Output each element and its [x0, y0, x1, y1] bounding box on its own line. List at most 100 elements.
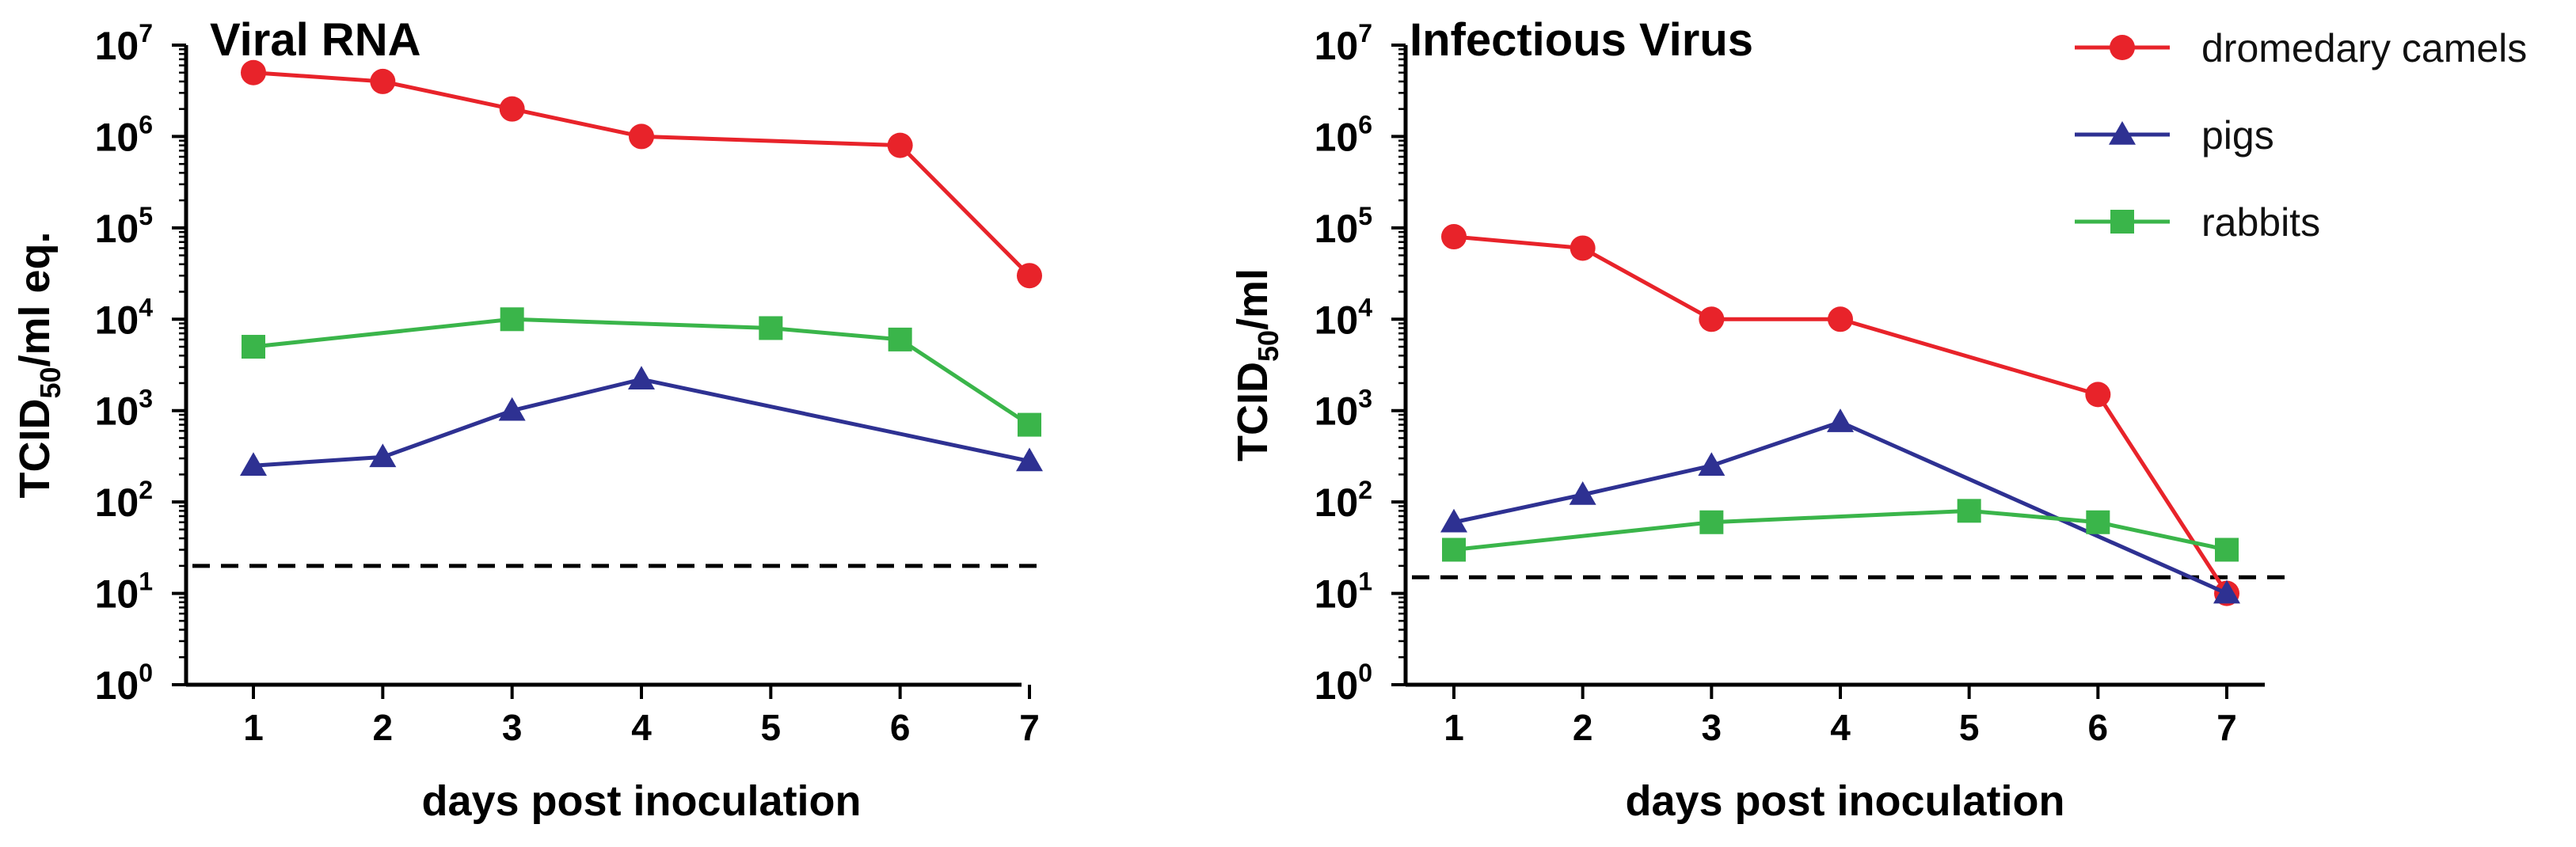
data-point [499, 96, 525, 122]
y-tick-label: 106 [1315, 110, 1372, 159]
series-dromedary-camels [241, 59, 1042, 289]
x-tick-label: 7 [2216, 707, 2237, 748]
legend-marker [2110, 210, 2134, 234]
legend: dromedary camels pigs rabbits [2075, 26, 2527, 245]
y-tick-base: 10 [95, 572, 139, 617]
y-tick-label: 107 [95, 19, 153, 68]
data-point [1018, 412, 1041, 437]
data-point [1957, 499, 1981, 523]
y-tick-base: 10 [1315, 663, 1359, 708]
y-tick-base: 10 [1315, 480, 1359, 525]
y-axis-label: TCID50/ml [1229, 268, 1284, 461]
x-tick-label: 3 [502, 707, 523, 748]
data-point [888, 327, 912, 351]
y-tick-exponent: 4 [1358, 293, 1372, 321]
data-point [1699, 306, 1725, 332]
y-tick-label: 104 [95, 293, 154, 342]
data-point [500, 307, 524, 332]
series-line [253, 377, 1030, 468]
series-pigs [1440, 408, 2240, 604]
y-tick-base: 10 [95, 207, 139, 251]
data-point [1440, 508, 1467, 533]
y-tick-base: 10 [95, 115, 139, 159]
y-tick-exponent: 1 [1358, 568, 1372, 596]
x-tick-label: 4 [631, 707, 652, 748]
y-tick-label: 106 [95, 110, 153, 159]
data-point [2213, 579, 2240, 604]
y-tick-exponent: 5 [1358, 202, 1372, 230]
y-tick-exponent: 6 [1358, 110, 1372, 139]
data-point [241, 59, 266, 85]
data-point [1698, 452, 1726, 476]
x-axis-label: days post inoculation [421, 777, 861, 825]
y-tick-label: 104 [1315, 293, 1373, 342]
x-tick-label: 1 [243, 707, 264, 748]
x-tick-label: 5 [761, 707, 782, 748]
y-tick-base: 10 [95, 480, 139, 525]
data-point [240, 452, 267, 476]
data-point [1441, 224, 1467, 250]
data-point [498, 397, 526, 421]
y-tick-base: 10 [1315, 389, 1359, 434]
x-tick-label: 1 [1444, 707, 1464, 748]
y-tick-base: 10 [1315, 24, 1359, 68]
data-point [628, 366, 655, 389]
series-line [253, 70, 1031, 277]
y-tick-base: 10 [1315, 207, 1359, 251]
y-axis-label-main: TCID [1229, 362, 1277, 461]
data-point [1570, 235, 1596, 261]
y-tick-exponent: 6 [139, 110, 153, 139]
y-tick-base: 10 [95, 663, 139, 708]
data-point [242, 335, 265, 359]
x-tick-label: 7 [1019, 707, 1040, 748]
y-tick-label: 105 [95, 202, 153, 251]
data-point [1016, 447, 1043, 472]
y-tick-exponent: 5 [139, 202, 153, 230]
y-tick-base: 10 [1315, 572, 1359, 617]
data-point [1017, 263, 1042, 289]
y-axis-label-rest: /ml [1229, 268, 1277, 330]
chart-title: Viral RNA [210, 14, 420, 66]
y-tick-exponent: 3 [139, 385, 153, 413]
y-tick-label: 105 [1315, 202, 1372, 251]
legend-item-pigs: pigs [2075, 113, 2274, 158]
data-point [369, 443, 397, 468]
data-point [2085, 382, 2111, 408]
data-point [759, 316, 783, 340]
y-tick-label: 103 [95, 385, 153, 434]
y-tick-label: 102 [95, 476, 153, 525]
y-tick-base: 10 [95, 298, 139, 342]
data-point [2215, 537, 2239, 562]
y-axis-label: TCID50/ml eq. [11, 231, 67, 498]
y-tick-exponent: 4 [139, 293, 153, 321]
series-rabbits [1442, 499, 2239, 562]
y-tick-label: 101 [1315, 568, 1372, 617]
chart-panel-2: Infectious VirusTCID50/ml100101102103104… [1229, 14, 2289, 825]
y-axis-label-rest: /ml eq. [11, 231, 59, 367]
y-tick-exponent: 0 [139, 659, 153, 687]
legend-label: pigs [2201, 113, 2274, 158]
data-point [1569, 481, 1596, 505]
y-tick-exponent: 1 [139, 568, 153, 596]
data-point [887, 132, 913, 158]
x-tick-label: 6 [2088, 707, 2109, 748]
y-tick-label: 100 [1315, 659, 1372, 708]
y-tick-exponent: 2 [1358, 476, 1372, 504]
y-tick-label: 107 [1315, 19, 1372, 68]
y-tick-exponent: 7 [1358, 19, 1372, 47]
legend-label: dromedary camels [2201, 26, 2527, 70]
data-point [2086, 510, 2110, 534]
x-tick-label: 5 [1959, 707, 1980, 748]
x-tick-label: 3 [1702, 707, 1722, 748]
y-tick-exponent: 3 [1358, 385, 1372, 413]
data-point [1827, 408, 1854, 432]
series-line [1453, 420, 2228, 595]
x-tick-label: 6 [890, 707, 911, 748]
y-tick-base: 10 [1315, 115, 1359, 159]
legend-item-rabbits: rabbits [2075, 200, 2320, 245]
x-tick-label: 2 [1573, 707, 1593, 748]
x-tick-label: 2 [373, 707, 394, 748]
y-tick-label: 101 [95, 568, 153, 617]
